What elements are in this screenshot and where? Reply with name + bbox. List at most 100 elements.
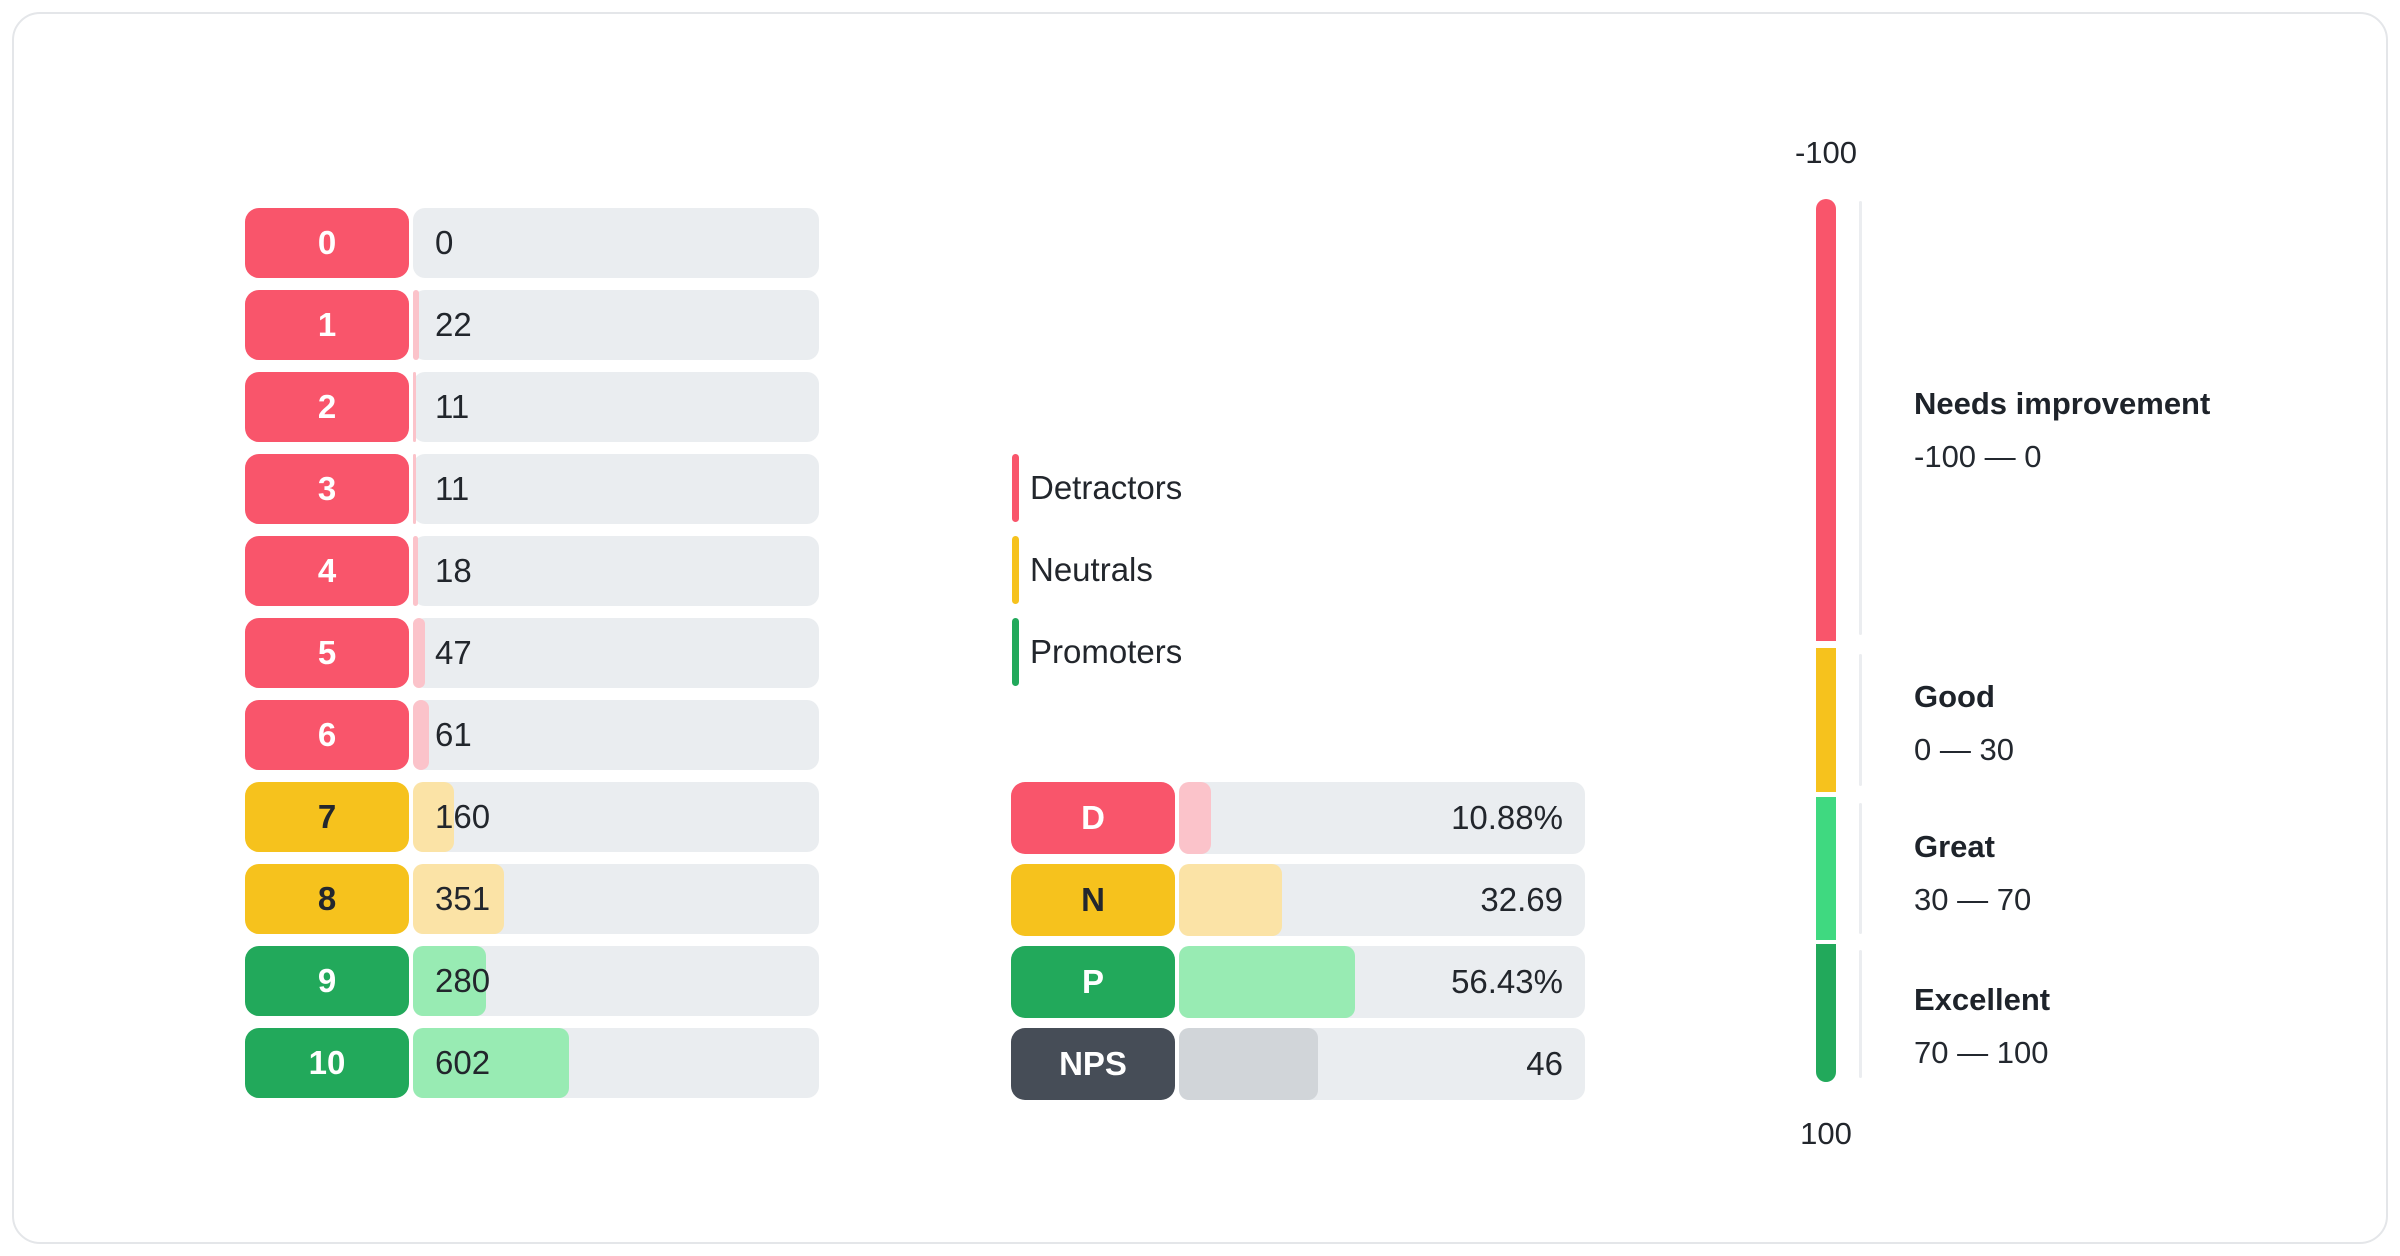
- score-count: 602: [435, 1044, 491, 1081]
- score-bar-fill: [413, 946, 486, 1016]
- score-row-4: 4 18: [245, 536, 819, 606]
- score-chip: 7: [245, 782, 409, 852]
- score-count: 0: [435, 224, 454, 261]
- summary-value: 10.88%: [1451, 799, 1563, 836]
- score-chip: 1: [245, 290, 409, 360]
- zone-range: 0 — 30: [1914, 732, 2014, 767]
- score-count: 22: [435, 306, 472, 343]
- summary-track: 32.69: [1179, 864, 1585, 936]
- summary-row-detractors: D 10.88%: [1011, 782, 1585, 854]
- gauge-bar: [1816, 199, 1836, 1082]
- promoters-marker-icon: [1012, 618, 1019, 686]
- gauge-segment-great: [1816, 797, 1836, 940]
- score-track: 22: [413, 290, 819, 360]
- zone-range: -100 — 0: [1914, 439, 2042, 474]
- score-chip: 4: [245, 536, 409, 606]
- summary-value: 56.43%: [1451, 963, 1563, 1000]
- score-track: 11: [413, 454, 819, 524]
- score-track: 47: [413, 618, 819, 688]
- summary-chip: N: [1011, 864, 1175, 936]
- score-bar-fill: [413, 372, 416, 442]
- score-chip: 0: [245, 208, 409, 278]
- score-chip: 2: [245, 372, 409, 442]
- neutrals-marker-icon: [1012, 536, 1019, 604]
- score-count: 47: [435, 634, 472, 671]
- score-count: 11: [435, 388, 470, 425]
- score-bar-fill: [413, 700, 429, 770]
- score-row-1: 1 22: [245, 290, 819, 360]
- legend-item-neutrals[interactable]: Neutrals: [1012, 535, 1182, 605]
- summary-bar-fill: [1179, 864, 1283, 936]
- gauge-scale-min-label: -100: [1794, 135, 1858, 170]
- score-count: 11: [435, 470, 470, 507]
- score-row-2: 2 11: [245, 372, 819, 442]
- gauge-segment-needs-improvement: [1816, 199, 1836, 641]
- score-count: 61: [435, 716, 472, 753]
- score-row-9: 9 280: [245, 946, 819, 1016]
- score-row-3: 3 11: [245, 454, 819, 524]
- score-track: 602: [413, 1028, 819, 1098]
- score-count: 160: [435, 798, 491, 835]
- summary-chip: NPS: [1011, 1028, 1175, 1100]
- score-count: 280: [435, 962, 491, 999]
- score-row-8: 8 351: [245, 864, 819, 934]
- score-bar-fill: [413, 536, 418, 606]
- summary-track: 56.43%: [1179, 946, 1585, 1018]
- score-distribution-chart: 0 0 1 22 2 11 3 11: [245, 208, 819, 1110]
- legend-item-detractors[interactable]: Detractors: [1012, 453, 1182, 523]
- gauge-axis-line: [1859, 201, 1862, 635]
- gauge-axis-line: [1859, 803, 1862, 934]
- summary-value: 32.69: [1480, 881, 1563, 918]
- score-row-7: 7 160: [245, 782, 819, 852]
- gauge-segment-good: [1816, 648, 1836, 792]
- score-track: 280: [413, 946, 819, 1016]
- category-legend: Detractors Neutrals Promoters: [1012, 453, 1182, 699]
- score-track: 351: [413, 864, 819, 934]
- zone-range: 30 — 70: [1914, 882, 2032, 917]
- gauge-zone-label-good: Good 0 — 30: [1914, 673, 2014, 773]
- score-bar-fill: [413, 864, 505, 934]
- score-chip: 9: [245, 946, 409, 1016]
- gauge-axis-line: [1859, 654, 1862, 786]
- score-track: 0: [413, 208, 819, 278]
- summary-row-nps: NPS 46: [1011, 1028, 1585, 1100]
- nps-summary-chart: D 10.88% N 32.69 P 56.43% NPS 46: [1011, 782, 1585, 1110]
- gauge-zone-label-needs-improvement: Needs improvement -100 — 0: [1914, 380, 2210, 480]
- detractors-marker-icon: [1012, 454, 1019, 522]
- score-track: 18: [413, 536, 819, 606]
- zone-title: Great: [1914, 829, 1995, 864]
- score-track: 61: [413, 700, 819, 770]
- zone-title: Good: [1914, 679, 1995, 714]
- summary-row-neutrals: N 32.69: [1011, 864, 1585, 936]
- zone-title: Excellent: [1914, 982, 2051, 1017]
- score-chip: 3: [245, 454, 409, 524]
- score-chip: 10: [245, 1028, 409, 1098]
- gauge-axis-line: [1859, 950, 1862, 1078]
- legend-label: Neutrals: [1030, 551, 1153, 588]
- summary-track: 46: [1179, 1028, 1585, 1100]
- score-bar-fill: [413, 782, 455, 852]
- score-row-5: 5 47: [245, 618, 819, 688]
- score-bar-fill: [413, 454, 416, 524]
- gauge-scale-max-label: 100: [1800, 1116, 1852, 1151]
- legend-label: Detractors: [1030, 469, 1183, 506]
- legend-item-promoters[interactable]: Promoters: [1012, 617, 1182, 687]
- summary-track: 10.88%: [1179, 782, 1585, 854]
- legend-label: Promoters: [1030, 633, 1183, 670]
- zone-range: 70 — 100: [1914, 1035, 2049, 1070]
- score-bar-fill: [413, 1028, 570, 1098]
- summary-bar-fill: [1179, 1028, 1318, 1100]
- score-count: 18: [435, 552, 472, 589]
- score-bar-fill: [413, 290, 419, 360]
- summary-chip: P: [1011, 946, 1175, 1018]
- summary-row-promoters: P 56.43%: [1011, 946, 1585, 1018]
- score-track: 11: [413, 372, 819, 442]
- score-chip: 8: [245, 864, 409, 934]
- score-row-6: 6 61: [245, 700, 819, 770]
- score-chip: 6: [245, 700, 409, 770]
- summary-bar-fill: [1179, 782, 1212, 854]
- zone-title: Needs improvement: [1914, 386, 2211, 421]
- score-chip: 5: [245, 618, 409, 688]
- score-bar-fill: [413, 618, 426, 688]
- summary-chip: D: [1011, 782, 1175, 854]
